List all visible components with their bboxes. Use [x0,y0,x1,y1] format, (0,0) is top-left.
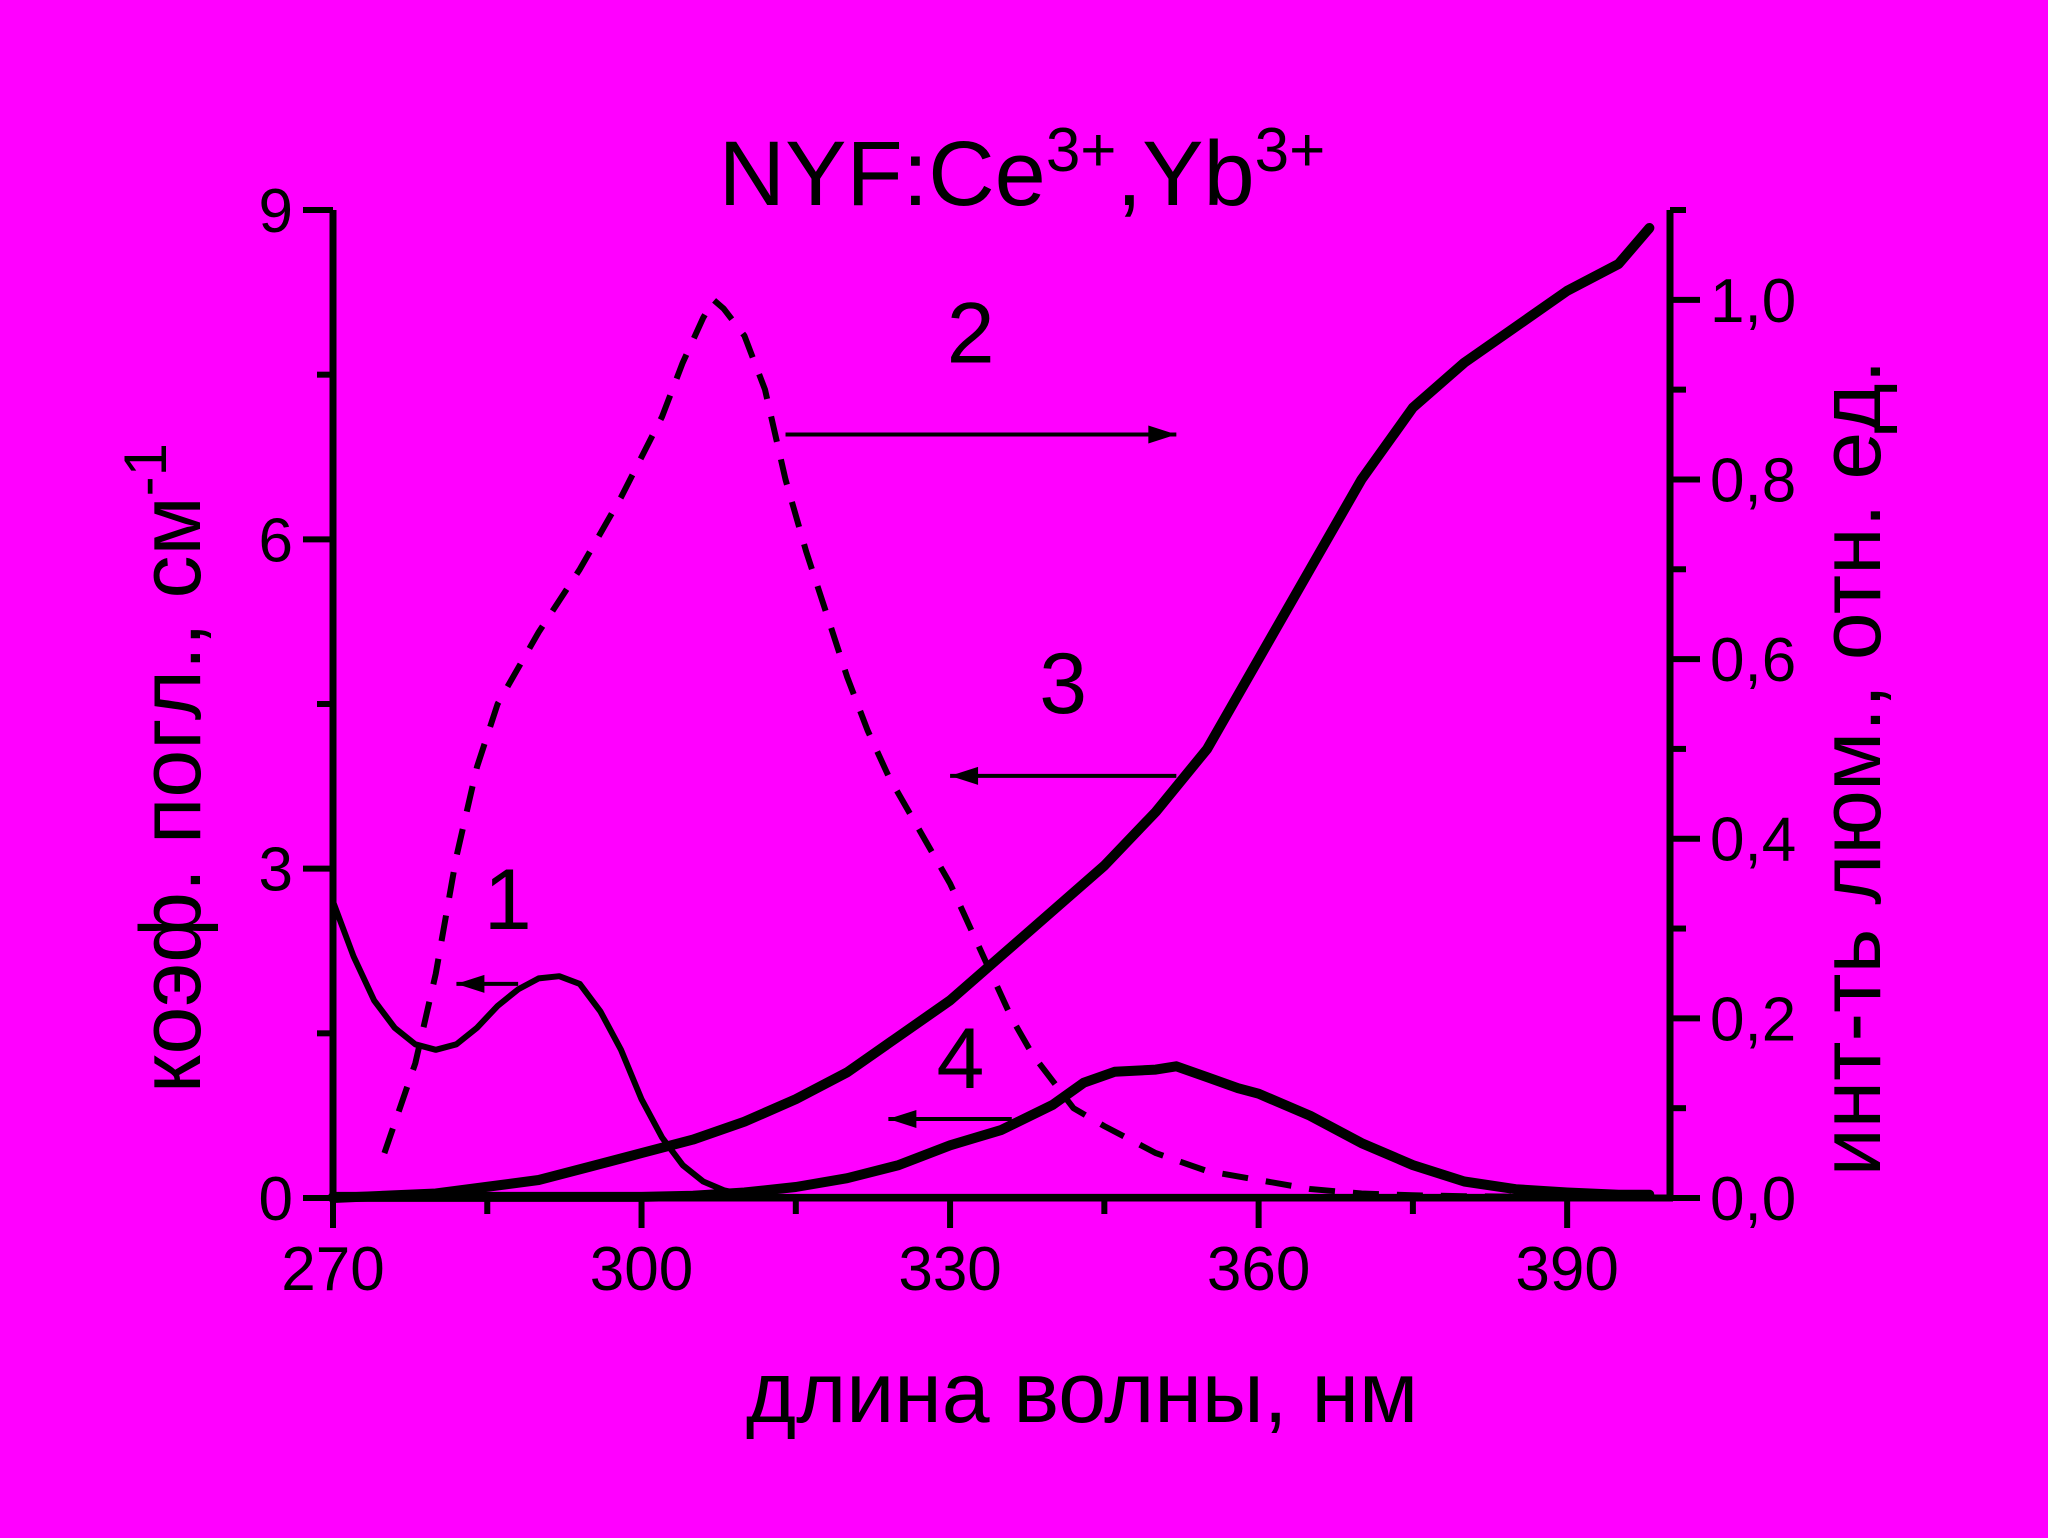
x-tick-label: 360 [1207,1235,1310,1304]
x-tick-label: 300 [590,1235,693,1304]
y-right-tick-label: 0,4 [1710,806,1796,875]
x-tick-label: 330 [898,1235,1001,1304]
y-axis-left-label-main: коэф. погл., см [123,496,219,1093]
y-left-tick-label: 9 [259,177,293,246]
x-tick-label: 270 [281,1235,384,1304]
annotation-2-arrow-head [1148,425,1177,444]
y-right-tick-label: 0,8 [1710,446,1796,515]
series-2-line [381,296,1650,1201]
annotation-1-label: 1 [484,852,532,948]
y-right-tick-label: 1,0 [1710,267,1796,336]
y-left-tick-label: 6 [259,506,293,575]
annotation-4-arrow-head [888,1109,917,1128]
chart-title-mid: ,Yb [1117,123,1255,225]
y-axis-right-label: инт-ть люм., отн. ед. [1803,360,1899,1177]
y-right-tick-label: 0,6 [1710,626,1796,695]
x-axis-label: длина волны, нм [746,1345,1418,1441]
annotation-3-label: 3 [1039,636,1087,732]
y-axis-left-label-sup: -1 [112,443,179,496]
axes: 270 300 330 360 390 0 3 6 9 0,0 0,2 0,4 0,6 0,8 1,0 [259,177,1797,1304]
y-left-tick-label: 0 [259,1165,293,1234]
x-tick-label: 390 [1515,1235,1618,1304]
y-axis-left-label: коэф. погл., см-1 [112,443,219,1093]
series-3-line [328,223,1655,1203]
chart-title-main: NYF:Ce [719,123,1046,225]
chart-title: NYF:Ce3+,Yb3+ [719,116,1326,225]
chart-title-sup1: 3+ [1046,116,1117,185]
y-right-tick-label: 0,0 [1710,1165,1796,1234]
y-left-tick-label: 3 [259,836,293,905]
annotation-3-arrow-head [950,766,979,785]
y-right-tick-label: 0,2 [1710,985,1796,1054]
annotation-2-label: 2 [947,286,995,382]
annotations: 1 2 3 4 [456,286,1177,1128]
annotation-1-arrow-head [456,974,485,993]
annotation-4-label: 4 [936,1011,984,1107]
chart-title-sup2: 3+ [1255,116,1326,185]
series-4-line [328,1061,1655,1202]
curves [328,223,1655,1203]
